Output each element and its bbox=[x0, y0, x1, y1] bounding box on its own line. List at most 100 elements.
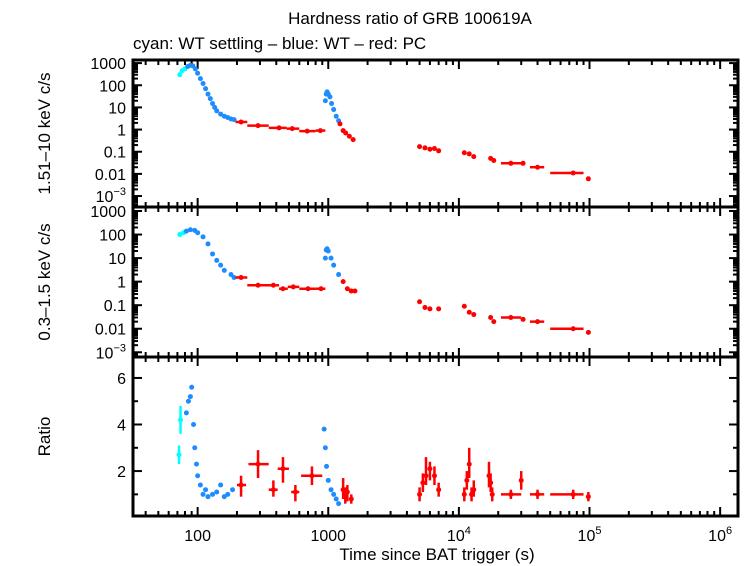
y-tick-label: 1 bbox=[117, 123, 126, 140]
data-point-blue bbox=[333, 113, 339, 119]
data-point-red bbox=[570, 326, 576, 332]
data-point-red bbox=[508, 160, 514, 166]
data-point-blue bbox=[205, 494, 211, 500]
data-point-blue bbox=[193, 461, 199, 467]
data-point-red bbox=[585, 329, 591, 335]
data-point-red bbox=[508, 491, 514, 497]
data-point-red bbox=[348, 496, 354, 502]
data-point-red bbox=[466, 309, 472, 315]
data-point-red bbox=[309, 473, 315, 479]
data-point-red bbox=[427, 306, 433, 312]
data-point-blue bbox=[218, 482, 224, 488]
data-point-blue bbox=[192, 66, 198, 72]
y-tick-label: 100 bbox=[99, 228, 126, 245]
data-point-blue bbox=[336, 501, 342, 507]
data-point-red bbox=[436, 306, 442, 312]
data-point-blue bbox=[210, 491, 216, 497]
data-point-red bbox=[305, 286, 311, 292]
data-point-blue bbox=[203, 487, 209, 493]
data-point-red bbox=[489, 491, 495, 497]
data-point-red bbox=[520, 160, 526, 166]
data-point-blue bbox=[185, 398, 191, 404]
data-point-red bbox=[343, 130, 349, 136]
data-point-red bbox=[420, 480, 426, 486]
data-point-blue bbox=[327, 94, 333, 100]
data-point-red bbox=[427, 466, 433, 472]
y-tick-label: 4 bbox=[117, 418, 126, 435]
data-point-cyan bbox=[178, 417, 184, 423]
y-tick-label: 2 bbox=[117, 464, 126, 481]
data-point-red bbox=[570, 491, 576, 497]
data-point-blue bbox=[331, 107, 337, 113]
data-point-blue bbox=[322, 445, 328, 451]
data-point-red bbox=[461, 150, 467, 156]
data-point-red bbox=[348, 288, 354, 294]
data-point-blue bbox=[230, 487, 236, 493]
y-tick-label: 0.01 bbox=[95, 167, 126, 184]
data-point-blue bbox=[200, 234, 206, 240]
data-point-red bbox=[518, 477, 524, 483]
data-point-red bbox=[570, 170, 576, 176]
data-point-blue bbox=[187, 227, 193, 233]
data-point-red bbox=[352, 288, 358, 294]
data-point-red bbox=[535, 491, 541, 497]
data-point-red bbox=[238, 119, 244, 125]
plot-frame bbox=[131, 355, 740, 518]
y-axis-label: 1.51–10 keV c/s bbox=[35, 73, 54, 195]
data-point-blue bbox=[210, 101, 216, 107]
data-point-blue bbox=[322, 98, 328, 104]
data-point-blue bbox=[331, 262, 337, 268]
y-tick-label: 10−3 bbox=[96, 342, 126, 362]
data-point-red bbox=[491, 319, 497, 325]
data-point-blue bbox=[324, 463, 330, 469]
y-tick-label: 100 bbox=[99, 78, 126, 95]
data-point-blue bbox=[214, 108, 220, 114]
data-point-blue bbox=[200, 81, 206, 87]
x-tick-label: 100 bbox=[184, 528, 211, 545]
data-point-red bbox=[427, 146, 433, 152]
data-point-red bbox=[585, 494, 591, 500]
data-point-red bbox=[585, 176, 591, 182]
data-point-blue bbox=[197, 482, 203, 488]
data-point-blue bbox=[329, 101, 335, 107]
data-point-red bbox=[422, 304, 428, 310]
data-point-blue bbox=[321, 426, 327, 432]
data-point-red bbox=[276, 125, 282, 131]
data-point-blue bbox=[328, 255, 334, 261]
data-point-red bbox=[346, 133, 352, 139]
data-point-blue bbox=[218, 111, 224, 117]
data-point-red bbox=[423, 473, 429, 479]
data-point-blue bbox=[225, 491, 231, 497]
data-point-blue bbox=[214, 489, 220, 495]
y-tick-label: 1 bbox=[117, 275, 126, 292]
data-point-red bbox=[471, 312, 477, 318]
data-point-blue bbox=[218, 262, 224, 268]
y-axis-label: Ratio bbox=[35, 417, 54, 457]
data-point-red bbox=[461, 303, 467, 309]
data-point-cyan bbox=[177, 232, 183, 238]
y-tick-label: 0.01 bbox=[95, 322, 126, 339]
data-point-blue bbox=[207, 96, 213, 102]
data-point-blue bbox=[325, 248, 331, 254]
data-point-blue bbox=[336, 272, 342, 278]
data-point-cyan bbox=[177, 72, 183, 78]
data-point-blue bbox=[197, 76, 203, 82]
data-point-red bbox=[471, 487, 477, 493]
data-point-red bbox=[466, 151, 472, 157]
data-point-blue bbox=[191, 422, 197, 428]
data-point-red bbox=[337, 121, 343, 127]
data-point-red bbox=[417, 299, 423, 305]
data-point-red bbox=[436, 148, 442, 154]
data-point-red bbox=[238, 274, 244, 280]
data-point-blue bbox=[203, 86, 209, 92]
data-point-red bbox=[318, 286, 324, 292]
x-axis-label: Time since BAT trigger (s) bbox=[339, 545, 534, 564]
plot-frame bbox=[131, 205, 740, 359]
y-tick-label: 1000 bbox=[90, 56, 126, 73]
y-axis-label: 0.3–1.5 keV c/s bbox=[35, 223, 54, 340]
data-point-red bbox=[431, 473, 437, 479]
data-point-red bbox=[461, 491, 467, 497]
y-tick-label: 0.1 bbox=[104, 298, 126, 315]
data-point-red bbox=[280, 286, 286, 292]
